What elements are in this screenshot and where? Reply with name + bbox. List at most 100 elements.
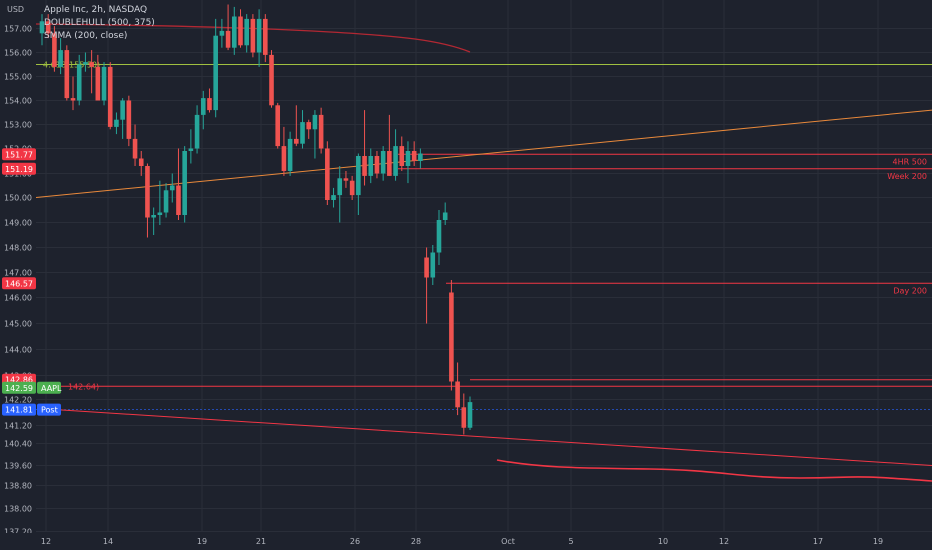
price-tick-label: 137.20	[4, 528, 32, 537]
candle-body	[436, 220, 442, 253]
price-axis[interactable]: 157.00156.00155.00154.00153.00152.00151.…	[0, 0, 36, 550]
price-tick-label: 148.00	[4, 244, 32, 253]
time-tick-label: 10	[658, 537, 668, 546]
candle-body	[101, 66, 107, 101]
symbol-line[interactable]: Apple Inc, 2h, NASDAQ	[44, 5, 148, 15]
horizontal-levels: 4.618(155.50) 4HR 500 Week 200 Day 200 142.6…	[36, 61, 932, 410]
candle-body	[331, 195, 336, 200]
symbol-tag-label: Post	[41, 406, 58, 415]
candle-body	[399, 146, 405, 166]
candle-body	[188, 148, 194, 151]
time-tick-label: 19	[197, 537, 207, 546]
trend-line-red	[59, 409, 932, 466]
candle-body	[349, 180, 355, 196]
candle-body	[194, 114, 200, 149]
price-badge-label: 151.77	[5, 150, 33, 159]
time-tick-label: 14	[103, 537, 113, 546]
time-tick-label: 26	[350, 537, 360, 546]
candle-body	[362, 156, 367, 176]
candle-body	[120, 100, 125, 120]
price-tick-label: 140.40	[4, 440, 32, 449]
candle-body	[39, 21, 45, 34]
price-tick-label: 142.20	[4, 396, 32, 405]
indicator-doublehull[interactable]: DOUBLEHULL (500, 375)	[44, 18, 155, 28]
candle-body	[387, 151, 392, 176]
price-tick-label: 154.00	[4, 97, 32, 106]
candle-body	[225, 30, 231, 48]
candle-body	[411, 151, 417, 161]
candle-body	[151, 215, 156, 218]
candle-body	[467, 402, 473, 428]
candle-body	[89, 62, 94, 67]
candle-body	[455, 381, 460, 408]
candle-body	[418, 153, 423, 161]
price-tick-label: 155.00	[4, 73, 32, 82]
price-badge-label: 141.81	[5, 406, 33, 415]
price-tick-label: 145.00	[4, 320, 32, 329]
candle-body	[294, 138, 299, 144]
candle-body	[380, 151, 386, 174]
price-badge	[2, 148, 36, 161]
price-tick-label: 149.00	[4, 219, 32, 228]
candle-body	[306, 122, 312, 130]
candle-body	[368, 156, 374, 176]
candle-body	[138, 158, 144, 166]
candle-body	[430, 252, 436, 278]
candle-body	[182, 151, 187, 215]
candle-body	[145, 166, 150, 218]
candle-body	[461, 407, 467, 428]
smma-line	[35, 23, 471, 53]
price-tick-label: 146.00	[4, 294, 32, 303]
candle-body	[52, 33, 57, 67]
price-badge	[2, 403, 36, 416]
time-tick-label: 12	[41, 537, 51, 546]
trendlines	[35, 23, 932, 482]
price-tick-label: 157.00	[4, 25, 32, 34]
candle-body	[169, 185, 175, 191]
indicator-smma[interactable]: SMMA (200, close)	[44, 31, 128, 41]
candle-body	[238, 16, 243, 46]
candle-body	[281, 146, 287, 171]
time-tick-label: 28	[411, 537, 421, 546]
time-tick-label: 17	[813, 537, 823, 546]
candle-body	[76, 64, 82, 101]
price-badge-label: 142.59	[5, 384, 33, 393]
candle-body	[424, 257, 429, 278]
candle-body	[132, 138, 138, 159]
candle-body	[269, 54, 274, 106]
candle-body	[337, 178, 343, 196]
candle-body	[318, 114, 324, 149]
time-axis[interactable]: 12 14 19 21 26 28 Oct 5 10 12 17 19	[0, 533, 932, 550]
candle-body	[200, 98, 206, 115]
chart-legend[interactable]: Apple Inc, 2h, NASDAQ DOUBLEHULL (500, 3…	[44, 4, 155, 43]
candle-body	[70, 98, 76, 101]
price-tick-label: 141.20	[4, 422, 32, 431]
candle-body	[250, 18, 256, 53]
level-label: Day 200	[893, 286, 927, 295]
candle-body	[256, 18, 262, 53]
candlesticks	[39, 4, 473, 435]
candle-body	[449, 292, 454, 382]
candle-body	[343, 178, 349, 181]
grid-lines	[36, 0, 932, 532]
candle-body	[442, 212, 448, 220]
price-badge-label: 146.57	[5, 279, 33, 288]
price-badge	[2, 162, 36, 175]
currency-label: USD	[7, 5, 25, 14]
candle-body	[300, 122, 305, 144]
candle-body	[114, 119, 119, 127]
candle-body	[95, 66, 101, 101]
symbol-tag	[37, 403, 61, 416]
level-label: Week 200	[887, 172, 927, 181]
symbol-tag	[37, 381, 61, 394]
candle-body	[213, 35, 218, 111]
time-tick-label: Oct	[501, 537, 515, 546]
candle-body	[393, 146, 398, 176]
price-tick-label: 150.00	[4, 194, 32, 203]
level-label: 142.64)	[68, 382, 99, 391]
time-tick-label: 21	[256, 537, 266, 546]
candle-body	[83, 62, 88, 65]
price-tick-label: 138.00	[4, 505, 32, 514]
